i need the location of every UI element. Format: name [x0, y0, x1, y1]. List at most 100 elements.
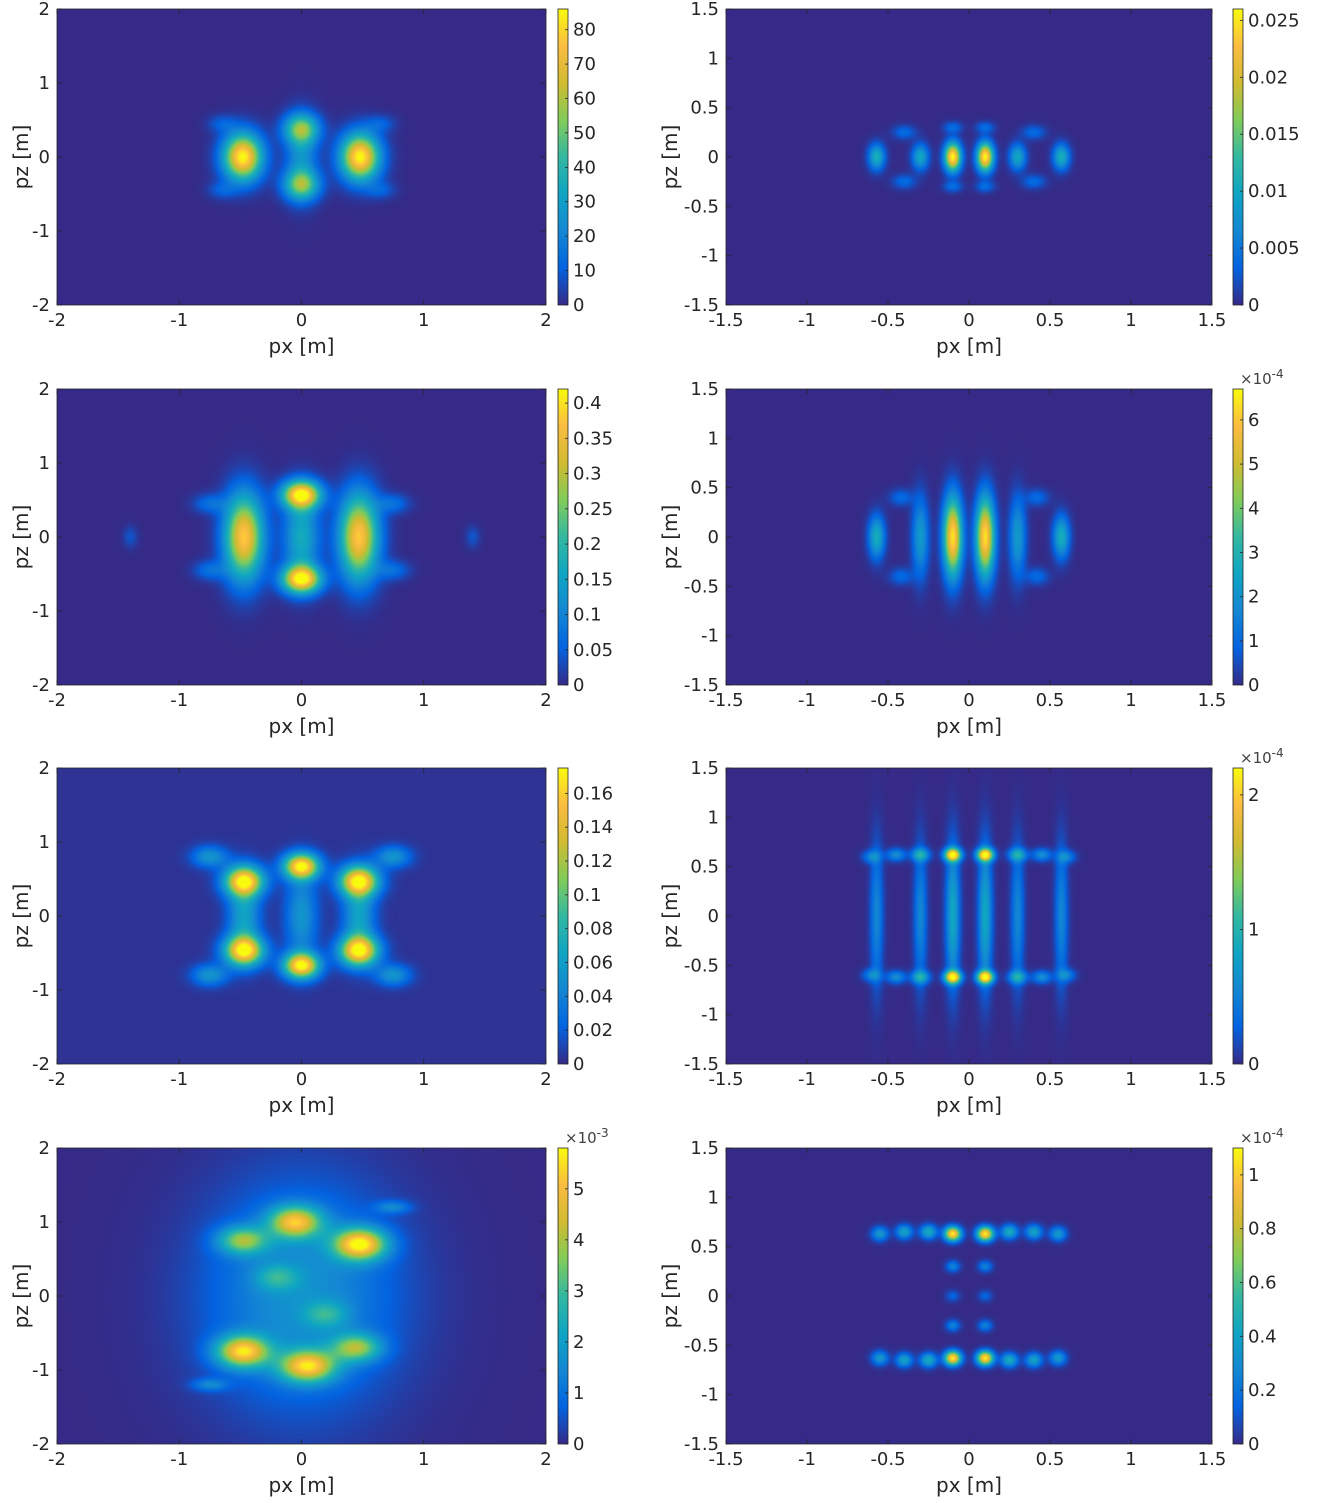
colorbar-gradient — [1233, 9, 1243, 305]
y-tick-label: -1 — [701, 1385, 719, 1406]
y-tick-label: 1 — [708, 48, 719, 69]
x-tick-label: 1.5 — [1198, 1449, 1227, 1470]
x-tick-label: 1 — [1125, 1449, 1136, 1470]
y-tick-label: -1 — [32, 221, 50, 242]
y-tick-label: 2 — [39, 0, 50, 20]
colorbar-tick-label: 5 — [1248, 454, 1259, 475]
x-tick-label: 0 — [296, 690, 307, 711]
x-axis-label: px [m] — [269, 1473, 335, 1497]
colorbar-tick-label: 0.8 — [1248, 1219, 1277, 1240]
y-tick-label: -1.5 — [684, 1054, 719, 1075]
colorbar-tick-label: 0.1 — [573, 605, 602, 626]
colorbar-tick-label: 0.25 — [573, 499, 613, 520]
colorbar-tick-label: 5 — [573, 1179, 584, 1200]
colorbar-exponent: ×10-4 — [1240, 746, 1284, 767]
heatmap-panel-4: -1.5 -1 -0.5 0 0.5 1 1.5-1.5-1-0.500.511.5px [… — [658, 367, 1284, 738]
y-tick-label: 2 — [39, 379, 50, 400]
heatmap-panel-7: -2 -1 0 1 2-2-1012px [m]pz [m]012345×10-3 — [9, 1126, 609, 1497]
colorbar-tick-label: 0.4 — [573, 393, 602, 414]
colorbar-tick-label: 40 — [573, 157, 596, 178]
x-tick-label: -1 — [798, 310, 816, 331]
x-tick-label: 0.5 — [1036, 1449, 1065, 1470]
y-tick-label: 0 — [39, 527, 50, 548]
y-tick-label: 0.5 — [690, 98, 719, 119]
x-axis-label: px [m] — [936, 714, 1002, 738]
colorbar-tick-label: 3 — [1248, 542, 1259, 563]
y-axis-label: pz [m] — [9, 125, 33, 190]
colorbar-tick-label: 0.4 — [1248, 1326, 1277, 1347]
x-tick-label: 1.5 — [1198, 1069, 1227, 1090]
colorbar-tick-label: 6 — [1248, 410, 1259, 431]
colorbar-tick-label: 4 — [573, 1230, 584, 1251]
x-tick-label: 1 — [1125, 690, 1136, 711]
colorbar-tick-label: 4 — [1248, 498, 1259, 519]
x-tick-label: 0.5 — [1036, 310, 1065, 331]
colorbar-tick-label: 0.3 — [573, 464, 602, 485]
x-tick-label: -0.5 — [870, 1449, 905, 1470]
heatmap-image — [57, 1148, 546, 1444]
y-axis-label: pz [m] — [9, 884, 33, 949]
colorbar-tick-label: 0.1 — [573, 885, 602, 906]
x-tick-label: -1 — [798, 690, 816, 711]
colorbar-tick-label: 80 — [573, 20, 596, 41]
y-tick-label: -1 — [32, 601, 50, 622]
x-tick-label: 1.5 — [1198, 690, 1227, 711]
x-tick-label: 0 — [296, 310, 307, 331]
y-axis-label: pz [m] — [9, 505, 33, 570]
y-tick-label: -1 — [32, 1360, 50, 1381]
y-tick-label: -2 — [32, 1434, 50, 1455]
colorbar-tick-label: 0.04 — [573, 986, 613, 1007]
colorbar-tick-label: 0 — [573, 295, 584, 316]
y-tick-label: -1.5 — [684, 675, 719, 696]
y-tick-label: 0.5 — [690, 857, 719, 878]
x-tick-label: -1 — [170, 310, 188, 331]
colorbar-tick-label: 2 — [573, 1332, 584, 1353]
y-axis-label: pz [m] — [9, 1264, 33, 1329]
x-tick-label: -1 — [170, 1069, 188, 1090]
x-tick-label: 0 — [963, 1069, 974, 1090]
y-tick-label: 2 — [39, 1138, 50, 1159]
x-tick-label: 0.5 — [1036, 690, 1065, 711]
x-tick-label: 0.5 — [1036, 1069, 1065, 1090]
y-tick-label: -1 — [701, 1005, 719, 1026]
colorbar-gradient — [1233, 1148, 1243, 1444]
colorbar-tick-label: 0 — [573, 1054, 584, 1075]
colorbar-tick-label: 0.2 — [1248, 1380, 1277, 1401]
heatmap-panel-6: -1.5 -1 -0.5 0 0.5 1 1.5-1.5-1-0.500.511.5px [… — [658, 746, 1284, 1117]
y-tick-label: 0 — [708, 147, 719, 168]
y-tick-label: 1 — [39, 73, 50, 94]
x-tick-label: -1 — [170, 690, 188, 711]
x-tick-label: 2 — [540, 310, 551, 331]
heatmap-panel-1: -2 -1 0 1 2 -2 -1 0 1 2 px [m] pz [m] 0 10 20 30 40 50 60 7… — [9, 0, 596, 358]
y-tick-label: 1.5 — [690, 379, 719, 400]
y-tick-label: 0 — [39, 906, 50, 927]
x-tick-label: -1 — [798, 1069, 816, 1090]
x-tick-label: -2 — [48, 310, 66, 331]
x-tick-label: 1 — [1125, 310, 1136, 331]
colorbar-tick-label: 0.005 — [1248, 238, 1300, 259]
colorbar: 0 1 2 3 4 5 6 ×10-4 — [1233, 367, 1284, 696]
colorbar: 0 0.2 0.4 0.6 0.8 1 ×10-4 — [1233, 1126, 1284, 1455]
y-tick-label: 0 — [708, 527, 719, 548]
colorbar-tick-label: 0 — [573, 1434, 584, 1455]
colorbar-tick-label: 0.6 — [1248, 1273, 1277, 1294]
heatmap-image — [57, 389, 546, 685]
x-tick-label: 2 — [540, 1069, 551, 1090]
y-tick-label: 1 — [708, 428, 719, 449]
x-tick-label: 1 — [1125, 1069, 1136, 1090]
colorbar-gradient — [558, 1148, 568, 1444]
x-axis-label: px [m] — [936, 1473, 1002, 1497]
heatmap-image — [726, 1148, 1212, 1444]
colorbar-tick-label: 0.025 — [1248, 10, 1300, 31]
x-axis-label: px [m] — [936, 1093, 1002, 1117]
y-axis-label: pz [m] — [658, 125, 682, 190]
y-tick-label: -2 — [32, 1054, 50, 1075]
y-tick-label: 1.5 — [690, 0, 719, 20]
colorbar-tick-label: 0.06 — [573, 953, 613, 974]
y-tick-label: -2 — [32, 295, 50, 316]
colorbar-tick-label: 0 — [573, 675, 584, 696]
x-axis-label: px [m] — [269, 1093, 335, 1117]
x-tick-label: 1 — [418, 690, 429, 711]
colorbar-tick-label: 1 — [1248, 631, 1259, 652]
